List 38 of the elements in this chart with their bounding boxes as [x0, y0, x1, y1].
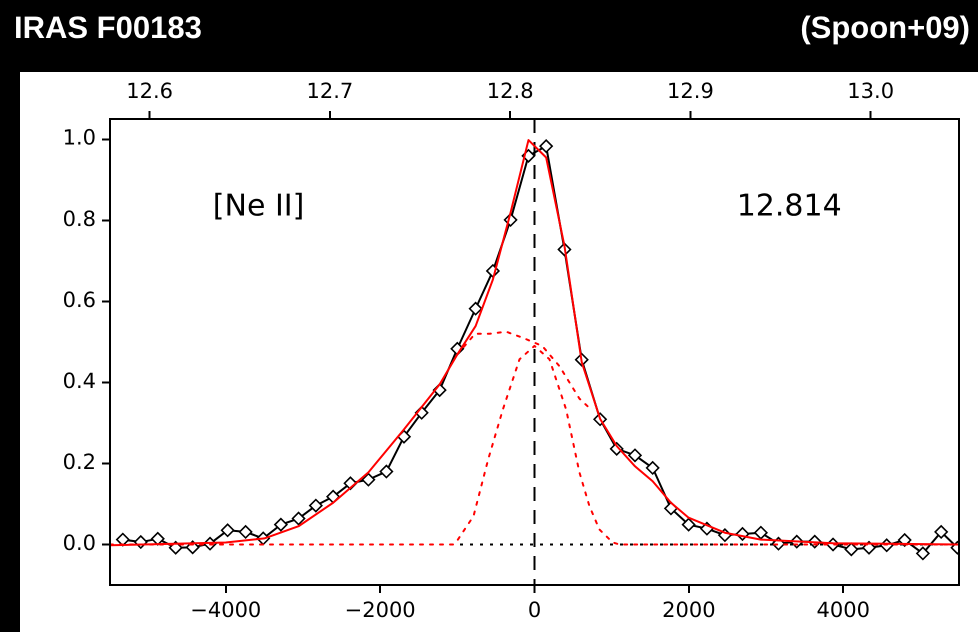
point	[754, 526, 768, 540]
point	[844, 542, 858, 556]
x-tick-label: 2000	[662, 598, 716, 622]
x2-tick-label: 12.8	[486, 78, 534, 103]
point	[116, 532, 130, 546]
point	[934, 525, 948, 539]
point	[646, 461, 660, 475]
x-tick-label: 4000	[816, 598, 870, 622]
point	[220, 523, 234, 538]
x2-tick-label: 12.7	[306, 78, 354, 103]
annotation: [Ne II]	[212, 188, 304, 224]
y-tick-label: 0.0	[62, 530, 96, 555]
point	[468, 302, 482, 316]
x2-tick-label: 12.6	[126, 78, 174, 103]
point	[916, 546, 930, 560]
point	[362, 472, 376, 486]
y-tick-label: 1.0	[62, 126, 96, 150]
x2-tick-label: 12.9	[667, 78, 714, 103]
y-tick-label: 0.8	[62, 206, 96, 231]
point	[380, 464, 394, 478]
y-tick-label: 0.2	[62, 450, 96, 474]
chart-title: IRAS F00183	[14, 10, 202, 46]
point	[238, 525, 252, 539]
point	[539, 139, 553, 153]
point	[274, 518, 288, 532]
point	[682, 518, 696, 532]
point	[309, 498, 323, 512]
x-tick-label: 0	[528, 598, 542, 622]
annotation: 12.814	[736, 188, 842, 224]
x2-tick-label: 13.0	[847, 78, 894, 103]
y-tick-label: 0.6	[62, 288, 96, 312]
point	[150, 532, 165, 546]
x-tick-label: −4000	[190, 598, 262, 622]
point	[292, 512, 306, 526]
point	[628, 448, 642, 462]
x-tick-label: −2000	[344, 598, 416, 622]
text: (Spoon+09)	[800, 10, 970, 46]
y-tick-label: 0.4	[62, 368, 96, 393]
